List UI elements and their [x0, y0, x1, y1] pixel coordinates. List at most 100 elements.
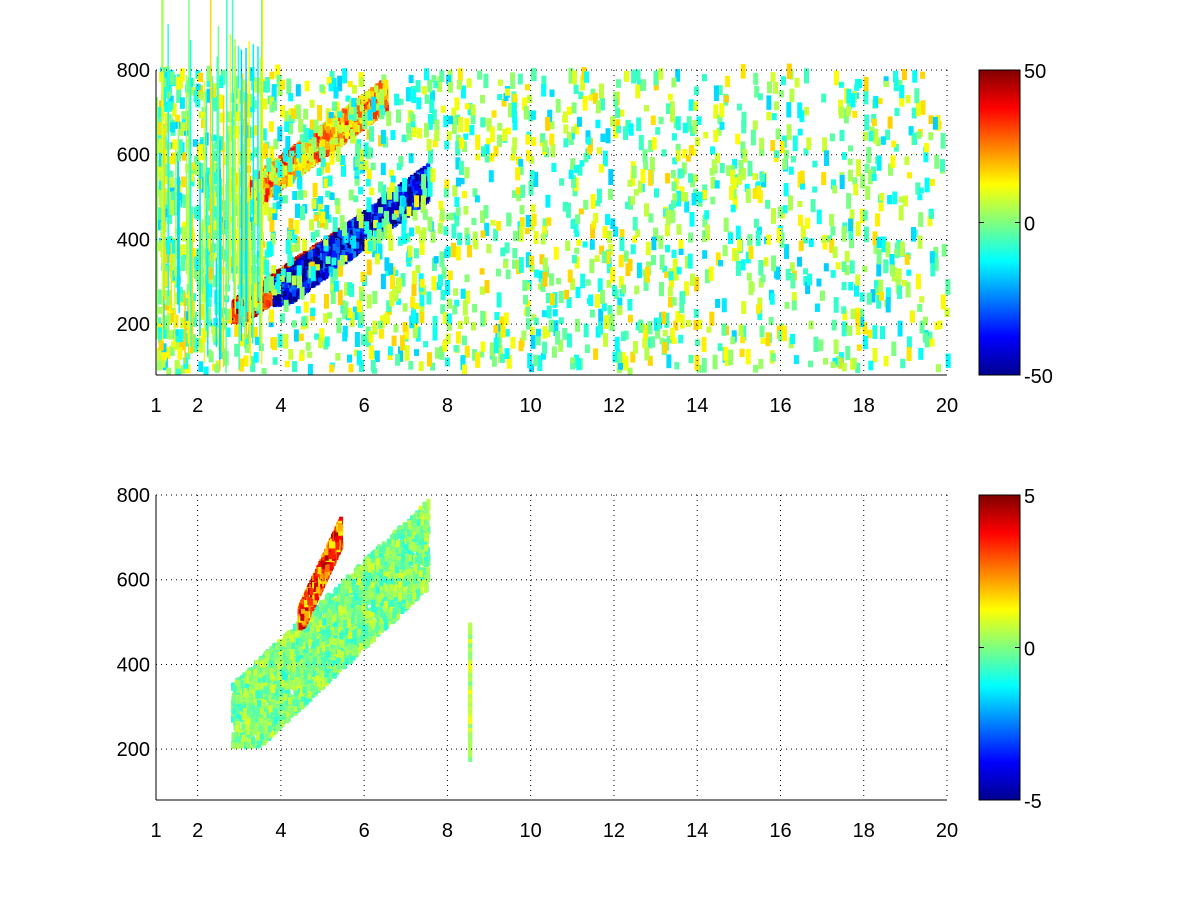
heatmap-cell [412, 179, 417, 187]
heatmap-cell [307, 251, 312, 259]
heatmap-cell [280, 280, 285, 288]
heatmap-cell [280, 288, 285, 296]
heatmap-cell [288, 296, 293, 304]
heatmap-cell [397, 186, 402, 193]
heatmap-cell [355, 221, 360, 229]
heatmap-cell [337, 229, 342, 237]
heatmap-cell [360, 225, 365, 233]
heatmap-cell [347, 221, 352, 229]
heatmap-cell [336, 239, 340, 247]
heatmap-cell [268, 294, 272, 302]
heatmap-cell [321, 250, 325, 258]
heatmap-cell [373, 215, 378, 223]
heatmap-cell [286, 284, 291, 292]
heatmap-cell [362, 234, 367, 242]
heatmap-cell [265, 300, 270, 307]
heatmap-cell [264, 295, 269, 303]
heatmap-cell [301, 270, 306, 278]
heatmap-cell [323, 253, 328, 261]
heatmap-cell [285, 287, 290, 295]
heatmap-cell [356, 225, 361, 233]
heatmap-cell [413, 203, 418, 211]
heatmap-cell [363, 210, 368, 218]
heatmap-cell [275, 269, 280, 277]
heatmap-cell [355, 241, 360, 249]
heatmap-cell [283, 278, 288, 286]
heatmap-cell [419, 170, 424, 178]
heatmap-cell [293, 266, 298, 274]
heatmap-cell [358, 229, 363, 237]
heatmap-cell [409, 191, 414, 199]
heatmap-cell [335, 234, 339, 242]
heatmap-cell [296, 259, 301, 267]
heatmap-cell [424, 169, 428, 177]
heatmap-cell [337, 253, 341, 261]
heatmap-cell [331, 238, 336, 246]
heatmap-cell [313, 248, 318, 256]
heatmap-cell [417, 197, 422, 205]
heatmap-cells [156, 0, 951, 376]
heatmap-cell [322, 263, 327, 271]
heatmap-cell [286, 268, 291, 276]
heatmap-cell [397, 199, 402, 207]
heatmap-cell [358, 237, 363, 245]
heatmap-cell [391, 202, 396, 210]
heatmap-cell [344, 244, 349, 252]
heatmap-cell [393, 217, 398, 225]
heatmap-cell [313, 270, 318, 278]
heatmap-cell [282, 291, 287, 299]
heatmap-cell [359, 241, 364, 249]
heatmap-cell [235, 314, 239, 322]
heatmap-cell [354, 248, 359, 256]
heatmap-cell [322, 272, 327, 280]
heatmap-cell [315, 247, 320, 255]
heatmap-cell [414, 187, 419, 195]
heatmap-cell [316, 270, 320, 278]
heatmap-cell [318, 274, 323, 282]
heatmap-cell [410, 205, 415, 213]
heatmap-cell [312, 278, 317, 286]
heatmap-cell [370, 222, 375, 230]
heatmap-cell [328, 248, 333, 256]
heatmap-cell [273, 270, 278, 278]
heatmap-cell [414, 183, 419, 191]
heatmap-cell [407, 186, 412, 194]
heatmap-cell [284, 282, 289, 290]
heatmap-cell [351, 248, 356, 256]
heatmap-cell [425, 194, 430, 202]
heatmap-cell [378, 209, 382, 217]
heatmap-cell [340, 240, 345, 248]
heatmap-cell [319, 260, 323, 268]
heatmap-cell [417, 202, 422, 210]
heatmap-cell [355, 231, 360, 239]
heatmap-cell [292, 289, 296, 297]
heatmap-cell [380, 225, 385, 233]
heatmap-cell [305, 259, 310, 267]
heatmap-cell [388, 207, 393, 215]
heatmap-cell [367, 211, 372, 219]
heatmap-cell [374, 205, 379, 213]
heatmap-cell [316, 257, 321, 265]
heatmap-cell [409, 198, 413, 206]
heatmap-cell [303, 281, 308, 289]
heatmap-cell [335, 246, 340, 254]
heatmap-cell [293, 285, 298, 293]
heatmap-cell [406, 200, 411, 208]
heatmap-cell [308, 275, 313, 283]
heatmap-cell [399, 216, 403, 224]
heatmap-cell [382, 205, 387, 213]
heatmap-cell [324, 271, 329, 279]
heatmap-cell [362, 215, 367, 223]
heatmap-cell [272, 299, 277, 307]
heatmap-cell [277, 298, 281, 306]
heatmap-cell [347, 241, 352, 249]
heatmap-cell [299, 260, 304, 268]
heatmap-cell [350, 219, 354, 227]
heatmap-cell [313, 256, 318, 264]
heatmap-cell [371, 205, 376, 212]
heatmap-cell [390, 219, 395, 227]
heatmap-cell [292, 270, 297, 278]
heatmap-cell [318, 253, 323, 260]
heatmap-cell [293, 294, 298, 302]
